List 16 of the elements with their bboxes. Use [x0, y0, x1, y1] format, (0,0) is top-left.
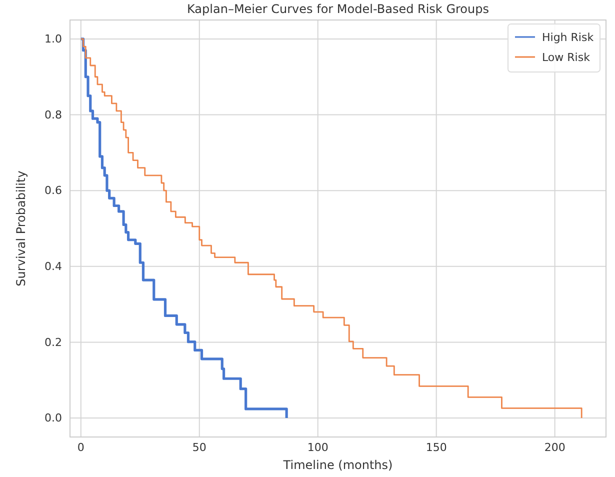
y-tick-label: 1.0: [44, 32, 62, 46]
legend-label: High Risk: [542, 31, 594, 44]
x-tick-label: 100: [307, 440, 328, 454]
x-axis-title: Timeline (months): [282, 458, 393, 472]
y-tick-label: 0.4: [44, 260, 62, 273]
y-tick-label: 0.6: [44, 184, 62, 198]
y-tick-label: 0.8: [44, 108, 62, 122]
chart-title: Kaplan–Meier Curves for Model-Based Risk Groups: [187, 2, 489, 16]
y-tick-label: 0.2: [44, 336, 62, 349]
legend-label: Low Risk: [542, 51, 591, 64]
x-tick-label: 50: [192, 440, 206, 454]
x-tick-label: 150: [426, 440, 447, 454]
y-tick-label: 0.0: [44, 412, 62, 425]
y-axis-title: Survival Probability: [14, 170, 28, 286]
x-tick-label: 200: [544, 440, 566, 454]
x-tick-label: 0: [77, 440, 84, 454]
